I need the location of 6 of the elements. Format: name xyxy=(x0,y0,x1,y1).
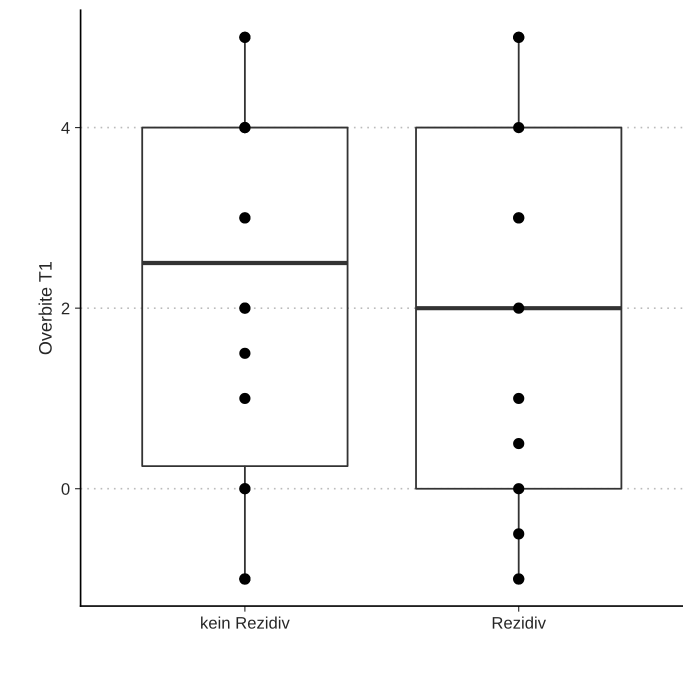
y-tick-label: 2 xyxy=(62,302,70,314)
x-tick-label: kein Rezidiv xyxy=(201,616,290,629)
x-tick-label: Rezidiv xyxy=(492,616,546,629)
y-axis-title: Overbite T1 xyxy=(38,262,52,354)
y-tick-label: 0 xyxy=(62,483,70,495)
y-tick-label: 4 xyxy=(61,122,70,134)
